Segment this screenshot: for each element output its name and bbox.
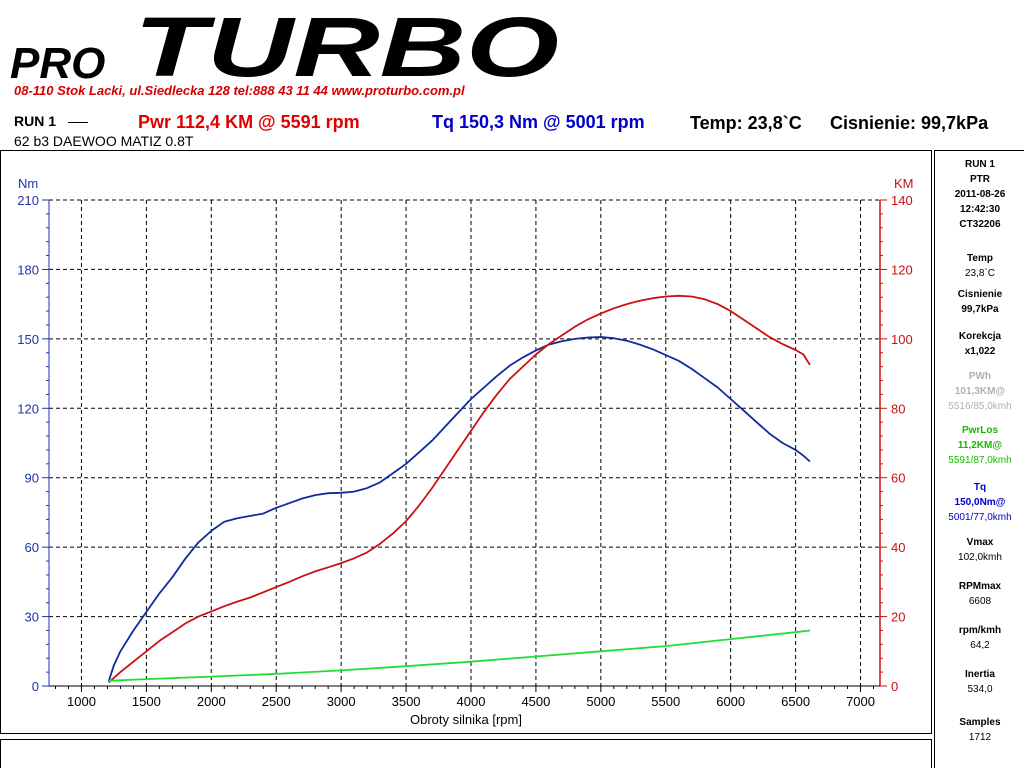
y-left-tick-label: 0: [32, 679, 39, 694]
x-tick-label: 1000: [67, 694, 96, 709]
run-info-line: CT32206: [959, 219, 1001, 230]
series: [107, 294, 811, 684]
x-tick-label: 4000: [457, 694, 486, 709]
pwrlos-label: PwrLos: [961, 425, 999, 436]
side-panel: RUN 1 PTR 2011-08-26 12:42:30 CT32206 Te…: [934, 150, 1024, 768]
pressure-value: 99,7kPa: [961, 304, 999, 315]
chart-frame: [0, 150, 932, 734]
rpmmax-label: RPMmax: [958, 581, 1002, 592]
pwh-value: 101,3KM@: [954, 386, 1006, 397]
axes: [48, 200, 881, 687]
y-right-tick-label: 80: [891, 401, 905, 416]
tq-detail: 5001/77,0kmh: [948, 512, 1012, 523]
pressure: Cisnienie: 99,7kPa: [830, 113, 989, 133]
y-left-tick-label: 150: [17, 332, 39, 347]
temp-value: 23,8`C: [964, 268, 995, 279]
run-info-line: 2011-08-26: [954, 189, 1006, 200]
rpmkmh-label: rpm/kmh: [958, 625, 1002, 636]
inertia-block: Inertia 534,0: [935, 667, 1024, 697]
y-right-label: KM: [894, 176, 914, 191]
x-tick-label: 2000: [197, 694, 226, 709]
x-tick-label: 1500: [132, 694, 161, 709]
rpmkmh-block: rpm/kmh 64,2: [935, 623, 1024, 653]
pwh-block: PWh 101,3KM@ 5516/85,0kmh: [935, 369, 1024, 414]
correction-label: Korekcja: [958, 331, 1002, 342]
correction-block: Korekcja x1,022: [935, 329, 1024, 359]
y-right-tick-label: 140: [891, 193, 913, 208]
pwrlos-detail: 5591/87,0kmh: [948, 455, 1012, 466]
y-left-tick-label: 90: [25, 471, 39, 486]
dyno-chart: 1000 1500 2000 2500 3000 3500 4000 4500 5000 5500…: [17, 176, 914, 727]
y-left-tick-label: 210: [17, 193, 39, 208]
pwrlos-value: 11,2KM@: [957, 440, 1003, 451]
x-tick-label: 3000: [327, 694, 356, 709]
y-left-label: Nm: [18, 176, 38, 191]
pressure-block: Cisnienie 99,7kPa: [935, 287, 1024, 317]
x-tick-label: 2500: [262, 694, 291, 709]
inertia-label: Inertia: [964, 669, 995, 680]
y-right-tick-label: 40: [891, 540, 905, 555]
samples-label: Samples: [959, 717, 1001, 728]
run-info-line: RUN 1: [964, 159, 995, 170]
temperature: Temp: 23,8`C: [690, 113, 802, 133]
tq-value: 150,0Nm@: [954, 497, 1006, 508]
bottom-box: [0, 739, 932, 768]
contact-line: 08-110 Stok Lacki, ul.Siedlecka 128 tel:…: [14, 83, 465, 98]
y-right-tick-label: 100: [891, 332, 913, 347]
temp-block: Temp 23,8`C: [935, 251, 1024, 281]
logo-text-turbo: TURBO: [134, 4, 559, 86]
torque-curve: [107, 336, 811, 682]
vmax-label: Vmax: [966, 537, 994, 548]
y-left-tick-label: 30: [25, 610, 39, 625]
y-right-tick-label: 120: [891, 262, 913, 277]
samples-block: Samples 1712: [935, 715, 1024, 745]
grid: [49, 199, 880, 686]
x-tick-label: 6000: [716, 694, 745, 709]
correction-value: x1,022: [964, 346, 996, 357]
run-label: RUN 1: [14, 113, 57, 129]
x-tick-label: 4500: [521, 694, 550, 709]
y-right-tick-label: 60: [891, 471, 905, 486]
run-info-line: PTR: [970, 174, 990, 185]
x-axis-label: Obroty silnika [rpm]: [410, 712, 522, 727]
run-legend-line: [68, 122, 88, 123]
pwh-detail: 5516/85,0kmh: [948, 401, 1012, 412]
y-right-tick-label: 0: [891, 679, 898, 694]
x-tick-label: 5000: [586, 694, 615, 709]
samples-value: 1712: [968, 732, 992, 743]
logo-text-pro: PRO: [10, 39, 105, 86]
proturbo-logo: PRO TURBO: [10, 4, 559, 86]
pwh-label: PWh: [968, 371, 992, 382]
y-right-tick-label: 20: [891, 610, 905, 625]
torque-peak: Tq 150,3 Nm @ 5001 rpm: [432, 112, 645, 132]
rpmmax-block: RPMmax 6608: [935, 579, 1024, 609]
loss-curve: [108, 629, 811, 682]
pwrlos-block: PwrLos 11,2KM@ 5591/87,0kmh: [935, 423, 1024, 468]
x-tick-label: 6500: [781, 694, 810, 709]
x-tick-label: 3500: [392, 694, 421, 709]
ticks: 1000 1500 2000 2500 3000 3500 4000 4500 5000 5500…: [17, 193, 912, 709]
run-info-line: 12:42:30: [959, 204, 1001, 215]
x-tick-label: 7000: [846, 694, 875, 709]
tq-block: Tq 150,0Nm@ 5001/77,0kmh: [935, 480, 1024, 525]
pressure-label: Cisnienie: [957, 289, 1003, 300]
vmax-value: 102,0kmh: [958, 552, 1002, 563]
tq-label: Tq: [973, 482, 987, 493]
inertia-value: 534,0: [967, 684, 993, 695]
y-left-tick-label: 180: [17, 262, 39, 277]
power-curve: [108, 294, 811, 684]
vmax-block: Vmax 102,0kmh: [935, 535, 1024, 565]
y-left-tick-label: 120: [17, 401, 39, 416]
power-peak: Pwr 112,4 KM @ 5591 rpm: [138, 112, 360, 132]
vehicle-name: 62 b3 DAEWOO MATIZ 0.8T: [14, 133, 194, 149]
rpmkmh-value: 64,2: [970, 640, 990, 651]
run-info: RUN 1 PTR 2011-08-26 12:42:30 CT32206: [935, 157, 1024, 232]
rpmmax-value: 6608: [968, 596, 992, 607]
x-tick-label: 5500: [651, 694, 680, 709]
temp-label: Temp: [967, 253, 993, 264]
y-left-tick-label: 60: [25, 540, 39, 555]
